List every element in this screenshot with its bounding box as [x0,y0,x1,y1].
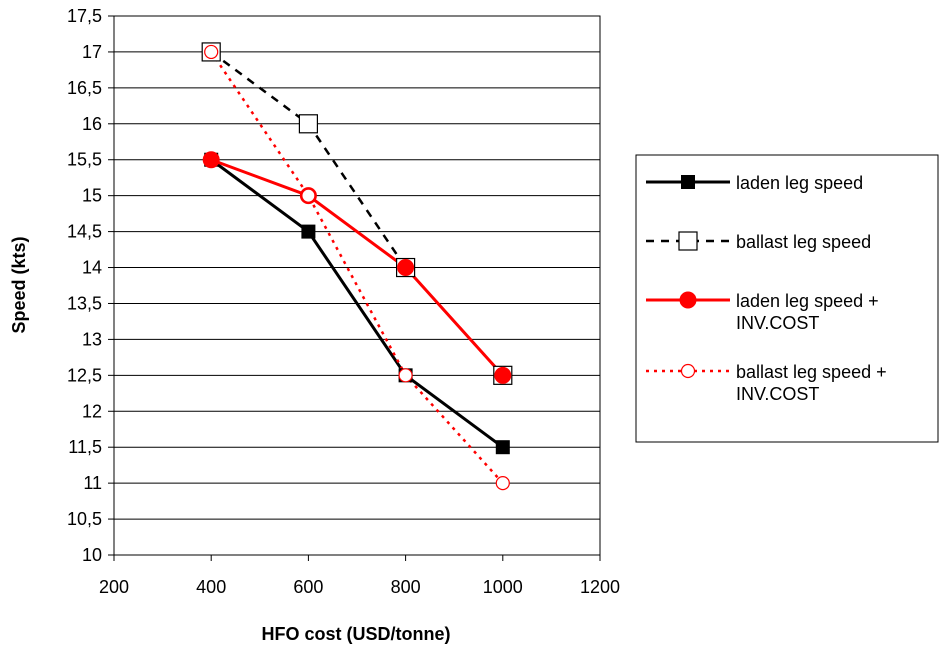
data-point-series-2 [298,114,318,134]
data-point-series-4 [204,44,219,60]
legend-label-4: INV.COST [736,384,819,404]
data-point-series-1 [301,224,316,239]
y-tick-label: 11 [83,473,102,493]
x-tick-label: 200 [99,577,129,597]
y-tick-label: 10 [82,545,102,565]
x-tick-label: 1000 [483,577,523,597]
y-tick-label: 15,5 [67,150,102,170]
plot-area-border [113,15,601,556]
series-line-1 [210,158,504,449]
y-tick-label: 14,5 [67,222,102,242]
y-tick-label: 13 [82,329,102,349]
legend-label-4: ballast leg speed + [736,362,887,382]
y-tick-label: 17 [82,42,102,62]
y-axis-title: Speed (kts) [9,236,29,333]
x-tick-label: 600 [293,577,323,597]
y-tick-label: 17,5 [67,6,102,26]
data-point-series-4 [301,188,316,203]
series-markers [201,42,513,491]
legend-label-2: ballast leg speed [736,232,871,252]
data-point-series-4 [398,368,413,383]
y-tick-label: 10,5 [67,509,102,529]
series-line-3 [210,158,504,377]
legend-marker-4 [680,363,696,379]
data-point-series-3 [397,259,415,277]
y-tick-label: 12,5 [67,365,102,385]
x-tick-label: 800 [391,577,421,597]
x-tick-label: 1200 [580,577,620,597]
legend: laden leg speed ballast leg speed laden le… [635,154,939,443]
legend-marker-3 [679,291,697,309]
data-point-series-4 [495,476,510,491]
y-tick-label: 11,5 [68,437,102,457]
series-line-4 [210,51,504,484]
legend-marker-1 [681,175,695,189]
legend-marker-2 [678,231,698,251]
y-tick-label: 13,5 [67,293,102,313]
x-axis-title: HFO cost (USD/tonne) [262,624,451,644]
data-point-series-3 [202,151,220,169]
y-tick-label: 12 [82,401,102,421]
y-tick-label: 16 [82,114,102,134]
y-tick-label: 15 [82,186,102,206]
series-lines [210,50,504,484]
tick-labels: 10 10,5 11 11,5 12 12,5 13 13,5 14 14,5 15 15,5 16 16… [67,6,620,597]
axes [108,15,601,561]
data-point-series-1 [495,440,510,455]
legend-label-3: laden leg speed + [736,291,879,311]
data-point-series-3 [494,366,512,384]
y-tick-label: 14 [82,258,102,278]
gridlines [114,15,600,556]
legend-label-1: laden leg speed [736,173,863,193]
legend-label-3: INV.COST [736,313,819,333]
y-tick-label: 16,5 [67,78,102,98]
x-tick-label: 400 [196,577,226,597]
